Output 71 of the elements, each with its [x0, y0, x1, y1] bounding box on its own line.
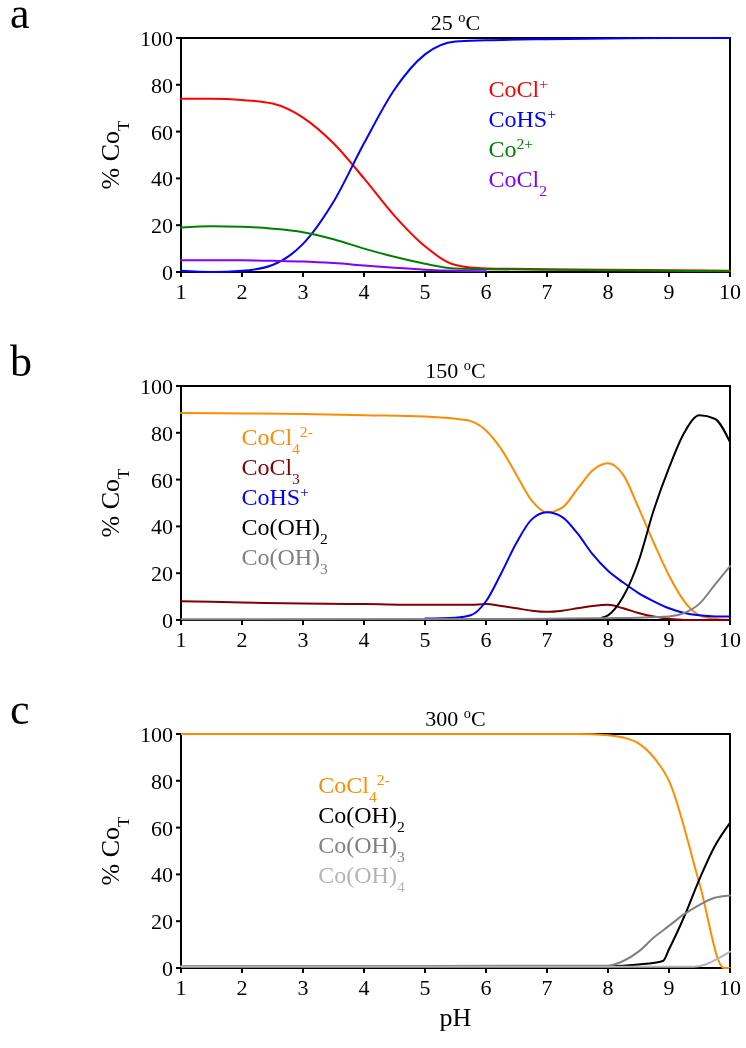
y-tick-label: 20 [151, 909, 173, 935]
y-tick-label: 60 [151, 119, 173, 145]
line-series [180, 225, 731, 273]
x-tick-label: 8 [602, 975, 614, 1000]
y-tick-label: 60 [151, 467, 173, 493]
text: Co(OH)$_{2}$ [318, 801, 405, 834]
text: CoHS$^{+}$ [488, 104, 557, 132]
x-tick-label: 4 [358, 627, 370, 652]
line-series [180, 894, 731, 968]
text: CoCl$_{3}$ [241, 453, 301, 486]
x-tick-label: 3 [297, 279, 309, 304]
line-series [180, 600, 731, 621]
x-tick-label: 1 [175, 627, 187, 652]
line-series [180, 37, 731, 273]
x-tick-label: 3 [297, 975, 309, 1000]
text: c [10, 685, 30, 734]
y-tick-label: 20 [151, 561, 173, 587]
x-tick-label: 6 [480, 279, 492, 304]
y-tick-label: 40 [151, 862, 173, 888]
x-tick-label: 2 [236, 627, 248, 652]
y-tick-label: 100 [140, 26, 173, 51]
x-tick-label: 5 [419, 975, 431, 1000]
x-tick-label: 1 [175, 279, 187, 304]
text: Co(OH)$_{2}$ [241, 513, 328, 546]
y-tick-label: 80 [151, 72, 173, 98]
x-tick-label: 4 [358, 975, 370, 1000]
x-tick-label: 9 [663, 975, 675, 1000]
x-tick-label: 4 [358, 279, 370, 304]
y-tick-label: 0 [162, 608, 173, 633]
x-tick-label: 7 [541, 975, 553, 1000]
y-tick-label: 80 [151, 768, 173, 794]
y-tick-label: 40 [151, 166, 173, 192]
text: a [10, 0, 30, 38]
x-tick-label: 8 [602, 627, 614, 652]
x-tick-label: 7 [541, 627, 553, 652]
x-tick-label: 7 [541, 279, 553, 304]
chart-title: 300 $^{o}$C [425, 705, 486, 731]
line-series [180, 950, 731, 968]
x-tick-label: 9 [663, 279, 675, 304]
x-tick-label: 1 [175, 975, 187, 1000]
series-label: Co(OH)$_{3}$ [241, 543, 329, 576]
text: CoCl$_{2}$ [488, 165, 547, 198]
x-tick-label: 3 [297, 627, 309, 652]
chart-title: 150 $^{o}$C [425, 357, 486, 383]
chart-title: 25 $^{o}$C [430, 9, 481, 35]
x-tick-label: 5 [419, 627, 431, 652]
x-tick-label: 6 [480, 975, 492, 1000]
x-tick-label: 10 [719, 627, 741, 652]
y-tick-label: 80 [151, 420, 173, 446]
y-tick-label: 40 [151, 514, 173, 540]
x-tick-label: 2 [236, 279, 248, 304]
x-tick-label: 8 [602, 279, 614, 304]
line-series [180, 259, 487, 273]
text: Co(OH)$_{3}$ [318, 831, 405, 864]
y-tick-label: 100 [140, 722, 173, 747]
x-axis-title: pH [439, 1003, 472, 1032]
y-tick-label: 100 [140, 374, 173, 399]
x-tick-label: 2 [236, 975, 248, 1000]
x-tick-label: 5 [419, 279, 431, 304]
x-tick-label: 9 [663, 627, 675, 652]
y-tick-label: 0 [162, 956, 173, 981]
text: CoCl$^{+}$ [488, 74, 549, 102]
y-tick-label: 20 [151, 213, 173, 239]
text: b [10, 337, 32, 386]
y-tick-label: 60 [151, 815, 173, 841]
text: Co(OH)$_{4}$ [318, 861, 405, 894]
x-tick-label: 10 [719, 975, 741, 1000]
text: Co$^{2+}$ [488, 134, 534, 162]
x-tick-label: 6 [480, 627, 492, 652]
x-tick-label: 10 [719, 279, 741, 304]
y-tick-label: 0 [162, 260, 173, 285]
